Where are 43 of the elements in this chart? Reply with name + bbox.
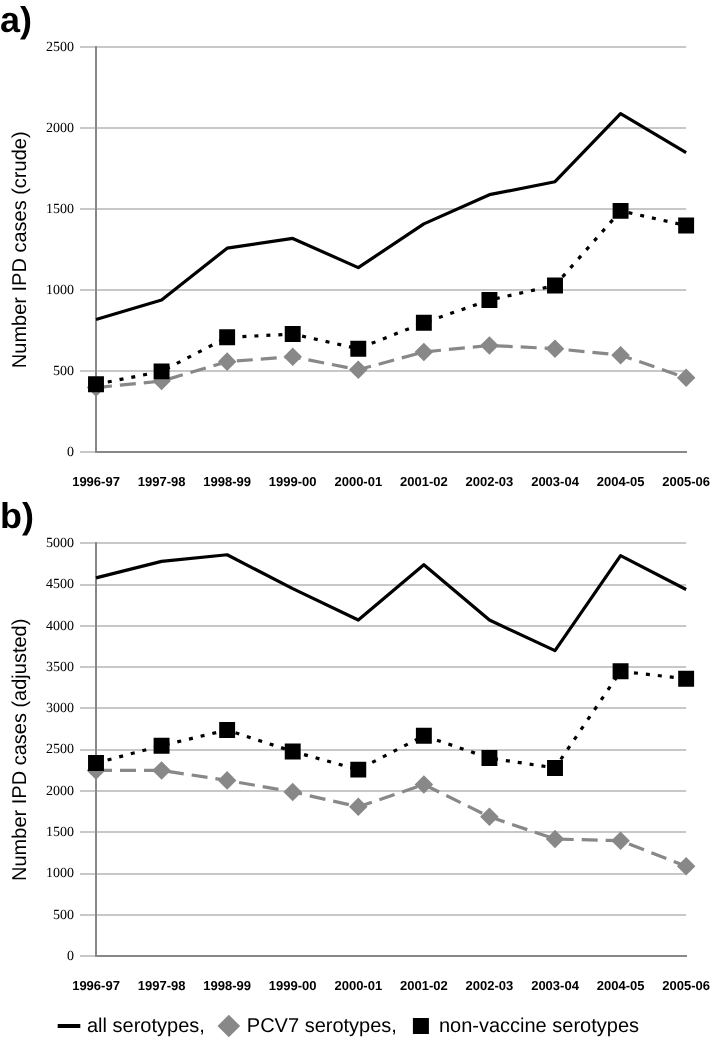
point [415, 314, 432, 331]
point [547, 277, 563, 294]
point [678, 217, 695, 234]
point [88, 755, 104, 771]
point [678, 670, 695, 687]
point [612, 663, 629, 680]
point [153, 363, 170, 380]
point [218, 771, 236, 789]
point [219, 329, 236, 346]
point [218, 353, 236, 371]
point [612, 202, 629, 219]
point [481, 750, 498, 767]
point [480, 808, 499, 826]
point [349, 798, 367, 816]
point [284, 326, 301, 343]
y-axis-title: Number IPD cases (adjusted) [9, 618, 32, 881]
point [284, 743, 301, 760]
y-axis-title: Number IPD cases (crude) [9, 131, 32, 369]
chart-title: b) [0, 495, 34, 536]
point [415, 343, 433, 361]
point [350, 340, 367, 357]
point [152, 761, 171, 780]
point [547, 760, 563, 776]
point [415, 775, 433, 794]
point [677, 369, 695, 387]
legend-label: all serotypes, [87, 1015, 205, 1038]
point [611, 346, 630, 364]
point [284, 783, 302, 801]
point [153, 737, 170, 754]
point [480, 336, 499, 355]
point [546, 830, 564, 848]
point [284, 348, 302, 366]
point [677, 857, 695, 875]
legend-label: PCV7 serotypes, [246, 1015, 397, 1038]
chart-title: a) [0, 0, 33, 40]
point [546, 340, 564, 358]
point [611, 832, 630, 850]
point [349, 361, 367, 379]
legend-label: non-vaccine serotypes [438, 1015, 640, 1038]
point [219, 722, 236, 738]
point [415, 727, 432, 744]
point [350, 761, 367, 778]
point [481, 292, 498, 309]
